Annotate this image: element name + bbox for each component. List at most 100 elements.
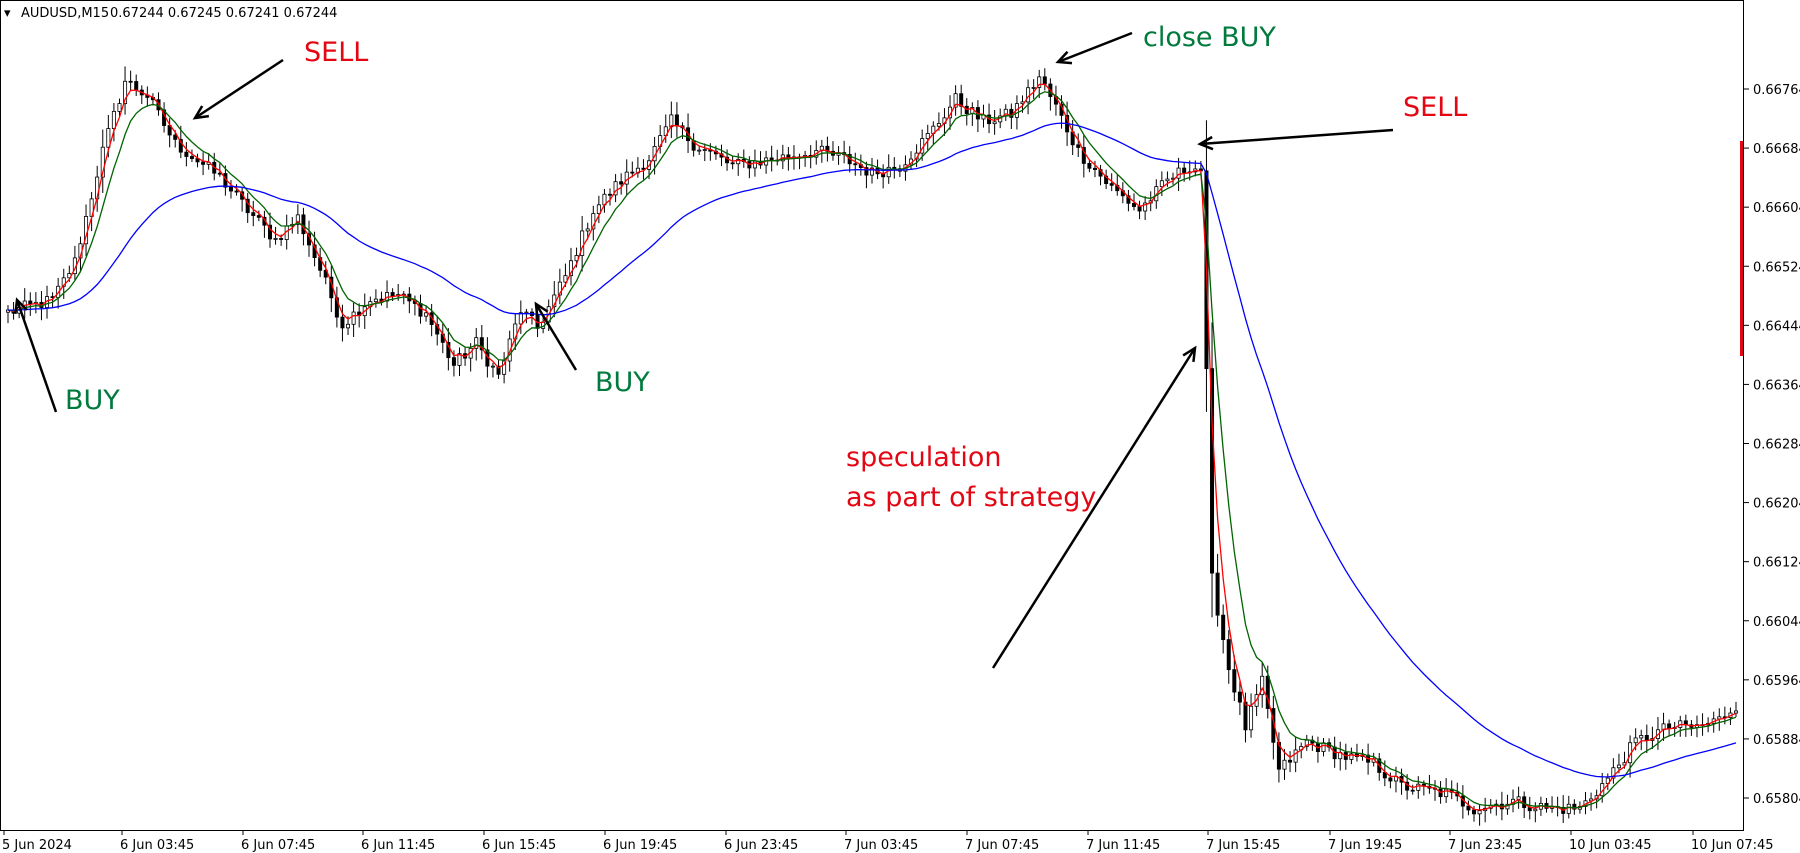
y-tick-label: 0.66044 <box>1753 615 1800 630</box>
candle-bull <box>518 312 523 325</box>
candle-bear <box>334 297 339 318</box>
candle-bull <box>1611 767 1616 779</box>
candle-bull <box>424 312 429 317</box>
candle-bull <box>507 338 512 362</box>
candle-bear <box>1215 572 1220 616</box>
annotation-sell-2: SELL <box>1403 92 1467 123</box>
candle-bull <box>1416 783 1421 791</box>
candle-bull <box>736 158 741 165</box>
candle-bull <box>1633 737 1638 744</box>
y-tick-label: 0.66284 <box>1753 438 1800 453</box>
candle-bull <box>123 80 128 104</box>
candle-bear <box>184 151 189 157</box>
candle-bear <box>1182 167 1187 173</box>
candle-bear <box>28 300 33 305</box>
candle-bear <box>1288 759 1293 763</box>
candle-bull <box>585 228 590 232</box>
candle-bear <box>1042 76 1047 85</box>
candle-bear <box>1126 195 1131 204</box>
arrow-sell-2 <box>1197 128 1394 151</box>
candle-bear <box>1410 789 1415 792</box>
candle-bear <box>496 365 501 375</box>
ema-layer <box>7 83 1737 812</box>
candle-bull <box>474 337 479 349</box>
candle-bull <box>596 204 601 214</box>
candle-bear <box>1081 147 1086 164</box>
x-tick-label: 10 Jun 07:45 <box>1691 838 1774 853</box>
x-tick-label: 6 Jun 03:45 <box>120 838 194 853</box>
candle-bull <box>870 167 875 176</box>
candle-bear <box>134 81 139 91</box>
candle-bull <box>1249 705 1254 731</box>
candle-bull <box>502 360 507 375</box>
candle-bear <box>1137 206 1142 212</box>
candle-bull <box>1734 710 1739 714</box>
candle-bear <box>864 167 869 176</box>
y-tick-label: 0.65884 <box>1753 733 1800 748</box>
candle-bull <box>524 311 529 314</box>
y-tick-label: 0.66124 <box>1753 556 1800 571</box>
arrow-speculation <box>991 345 1197 669</box>
x-tick-label: 7 Jun 23:45 <box>1448 838 1522 853</box>
candle-bear <box>730 162 735 165</box>
candle-bull <box>1639 735 1644 739</box>
candle-bull <box>111 110 116 129</box>
x-tick-label: 7 Jun 07:45 <box>965 838 1039 853</box>
candle-bull <box>1349 753 1354 760</box>
annotation-buy-1: BUY <box>65 385 120 416</box>
annotation-sell-1: SELL <box>304 37 368 68</box>
y-tick-label: 0.66524 <box>1753 260 1800 275</box>
candle-bull <box>702 149 707 152</box>
candle-bull <box>697 149 702 152</box>
x-tick-label: 7 Jun 03:45 <box>844 838 918 853</box>
candle-bear <box>173 134 178 140</box>
x-tick-label: 7 Jun 15:45 <box>1206 838 1280 853</box>
header-triangle-icon[interactable]: ▾ <box>4 6 11 21</box>
candle-bear <box>189 156 194 159</box>
candle-bear <box>1667 723 1672 729</box>
candle-bull <box>1260 675 1265 696</box>
candle-bear <box>446 341 451 359</box>
candle-bear <box>608 193 613 196</box>
candle-bear <box>1232 669 1237 693</box>
candle-bull <box>1533 808 1538 812</box>
candle-bull <box>591 213 596 230</box>
candle-bull <box>117 103 122 112</box>
candle-bear <box>1226 639 1231 671</box>
candle-bear <box>201 161 206 165</box>
candle-bear <box>959 93 964 107</box>
candle-bear <box>128 80 133 83</box>
candle-bull <box>568 260 573 277</box>
candle-bull <box>1176 167 1181 179</box>
x-tick-label: 6 Jun 15:45 <box>482 838 556 853</box>
candle-bear <box>390 292 395 297</box>
candle-bear <box>1210 368 1215 574</box>
candle-bear <box>279 238 284 240</box>
candle-bull <box>457 353 462 366</box>
y-tick-label: 0.66684 <box>1753 142 1800 157</box>
candle-bear <box>630 171 635 174</box>
x-tick-label: 6 Jun 11:45 <box>361 838 435 853</box>
plot-frame <box>0 0 1744 831</box>
candle-bear <box>451 357 456 366</box>
candle-bear <box>256 215 261 218</box>
candle-bear <box>267 224 272 240</box>
candle-bull <box>613 181 618 196</box>
candle-bear <box>619 181 624 185</box>
candle-bear <box>1131 202 1136 207</box>
candle-bear <box>1237 691 1242 703</box>
x-tick-label: 10 Jun 03:45 <box>1569 838 1652 853</box>
x-tick-label: 6 Jun 07:45 <box>241 838 315 853</box>
candle-bear <box>301 214 306 235</box>
y-tick-label: 0.66604 <box>1753 201 1800 216</box>
y-tick-label: 0.66204 <box>1753 497 1800 512</box>
x-axis: 5 Jun 2024 6 Jun 03:45 6 Jun 07:45 6 Jun 11… <box>2 830 1774 853</box>
price-marker <box>1740 141 1743 356</box>
candle-bull <box>953 93 958 108</box>
candle-bear <box>853 163 858 166</box>
arrow-close-buy <box>1055 31 1133 65</box>
candle-bull <box>1026 87 1031 103</box>
x-tick-label: 6 Jun 23:45 <box>724 838 798 853</box>
candle-bull <box>1293 749 1298 763</box>
